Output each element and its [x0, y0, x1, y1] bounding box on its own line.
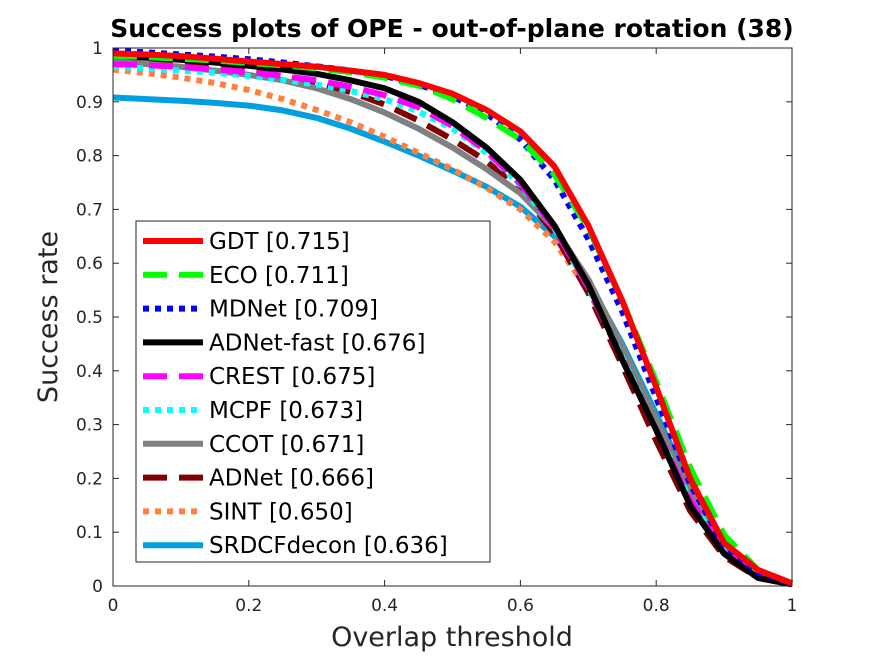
x-axis-label: Overlap threshold [331, 622, 573, 653]
y-tick-label: 0 [92, 577, 103, 597]
legend-label-crest: CREST [0.675] [209, 364, 375, 390]
y-tick-label: 0.9 [76, 93, 103, 113]
legend-label-srdcfdecon: SRDCFdecon [0.636] [209, 533, 448, 559]
y-axis-ticks: 0 0.1 0.2 0.3 0.4 0.5 0.6 0.7 0.8 0.9 1 [76, 39, 792, 597]
x-tick-label: 0.6 [507, 596, 534, 616]
x-tick-label: 0.8 [643, 596, 670, 616]
y-tick-label: 0.8 [76, 147, 103, 167]
legend-label-ccot: CCOT [0.671] [209, 432, 364, 458]
legend-label-mcpf: MCPF [0.673] [209, 398, 363, 424]
legend: GDT [0.715] ECO [0.711] MDNet [0.709] ADNet… [135, 220, 491, 563]
y-tick-label: 1 [92, 39, 103, 59]
legend-label-adnet: ADNet [0.666] [209, 466, 374, 492]
legend-label-adnet-fast: ADNet-fast [0.676] [209, 330, 425, 356]
x-tick-label: 0 [108, 596, 119, 616]
legend-label-eco: ECO [0.711] [209, 263, 349, 289]
legend-label-sint: SINT [0.650] [209, 499, 353, 525]
y-tick-label: 0.1 [76, 523, 103, 543]
y-tick-label: 0.6 [76, 254, 103, 274]
series-line-gdt [112, 50, 794, 587]
legend-box [135, 220, 491, 563]
y-axis-label: Success rate [33, 231, 64, 403]
legend-items: GDT [0.715] ECO [0.711] MDNet [0.709] ADNet… [143, 229, 448, 559]
x-axis-ticks: 0 0.2 0.4 0.6 0.8 1 [108, 48, 798, 616]
chart-title: Success plots of OPE - out-of-plane rota… [110, 14, 793, 43]
legend-label-mdnet: MDNet [0.709] [209, 297, 378, 323]
y-tick-label: 0.5 [76, 308, 103, 328]
series-layer [112, 47, 794, 588]
y-tick-label: 0.4 [76, 362, 103, 382]
x-tick-label: 0.2 [235, 596, 262, 616]
x-tick-label: 1 [787, 596, 798, 616]
legend-label-gdt: GDT [0.715] [209, 229, 350, 255]
y-tick-label: 0.2 [76, 469, 103, 489]
y-tick-label: 0.3 [76, 416, 103, 436]
x-tick-label: 0.4 [371, 596, 398, 616]
y-tick-label: 0.7 [76, 200, 103, 220]
